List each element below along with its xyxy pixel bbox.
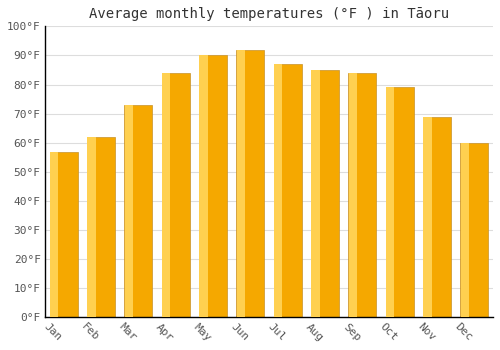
- Bar: [236, 50, 245, 317]
- Bar: [162, 73, 170, 317]
- Bar: [124, 105, 133, 317]
- Bar: [386, 88, 394, 317]
- Bar: [311, 70, 339, 317]
- Bar: [50, 152, 58, 317]
- Bar: [50, 152, 78, 317]
- Bar: [274, 64, 282, 317]
- Bar: [88, 137, 96, 317]
- Bar: [386, 88, 413, 317]
- Bar: [312, 70, 320, 317]
- Title: Average monthly temperatures (°F ) in Tāoru: Average monthly temperatures (°F ) in Tā…: [89, 7, 449, 21]
- Bar: [424, 117, 432, 317]
- Bar: [162, 73, 190, 317]
- Bar: [87, 137, 115, 317]
- Bar: [199, 55, 227, 317]
- Bar: [460, 143, 469, 317]
- Bar: [460, 143, 488, 317]
- Bar: [348, 73, 357, 317]
- Bar: [124, 105, 152, 317]
- Bar: [274, 64, 301, 317]
- Bar: [348, 73, 376, 317]
- Bar: [236, 50, 264, 317]
- Bar: [423, 117, 451, 317]
- Bar: [200, 55, 207, 317]
